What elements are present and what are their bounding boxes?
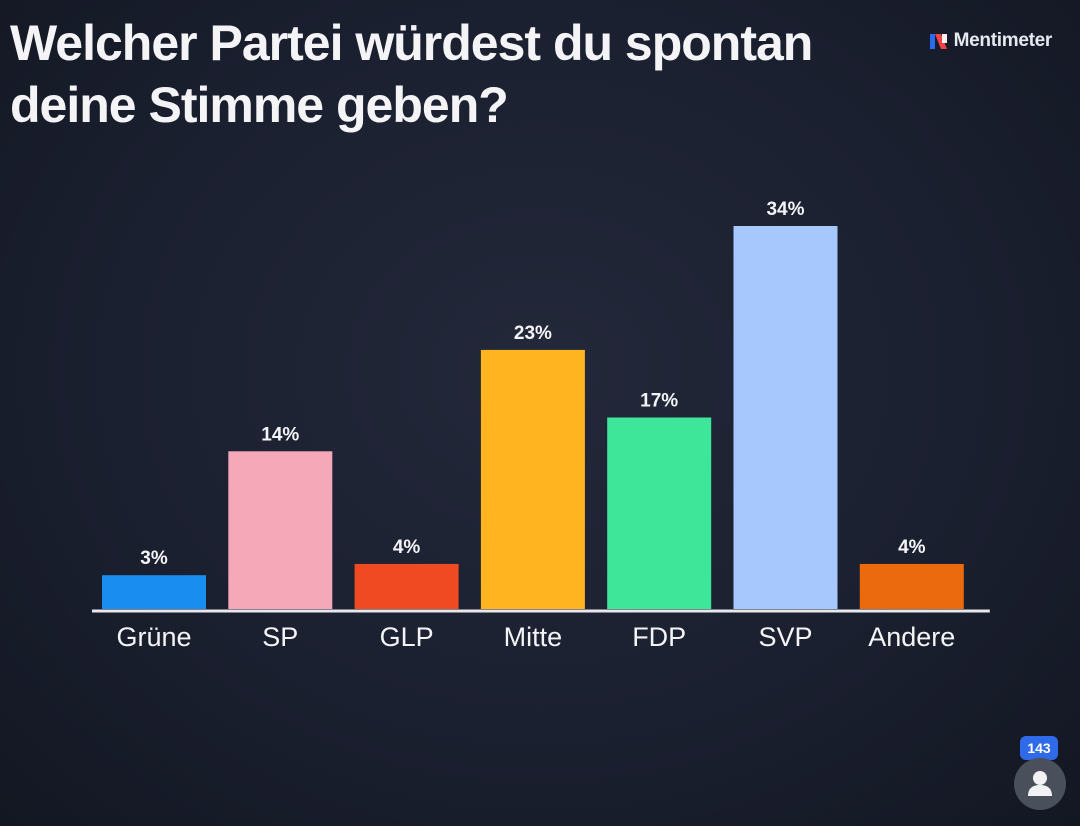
value-label-6: 4%: [898, 537, 926, 558]
category-label-2: GLP: [380, 622, 434, 652]
value-label-4: 17%: [640, 391, 678, 412]
participant-count-badge: 143: [1020, 736, 1058, 760]
category-label-3: Mitte: [504, 622, 563, 652]
bar-5: [733, 226, 838, 609]
category-label-1: SP: [262, 622, 298, 652]
value-label-5: 34%: [766, 199, 804, 220]
mentimeter-logo-icon: [929, 34, 947, 49]
value-label-3: 23%: [514, 323, 552, 344]
category-label-0: Grüne: [116, 622, 191, 652]
bar-4: [607, 417, 712, 609]
page-title: Welcher Partei würdest du spontan deine …: [10, 15, 813, 133]
mentimeter-brand: Mentimeter: [929, 30, 1052, 52]
person-icon: [1028, 771, 1052, 796]
value-label-2: 4%: [393, 537, 421, 558]
value-label-0: 3%: [140, 548, 168, 569]
participant-avatar[interactable]: [1014, 758, 1066, 810]
category-label-4: FDP: [632, 622, 686, 652]
bar-3: [480, 349, 585, 609]
bar-0: [102, 575, 206, 609]
bar-1: [228, 451, 333, 609]
bar-2: [354, 563, 459, 609]
participant-counter[interactable]: 143: [1010, 736, 1070, 820]
brand-name: Mentimeter: [953, 30, 1053, 51]
category-label-6: Andere: [868, 622, 955, 652]
category-label-5: SVP: [758, 622, 812, 652]
bar-6: [859, 563, 964, 609]
value-label-1: 14%: [261, 424, 299, 445]
